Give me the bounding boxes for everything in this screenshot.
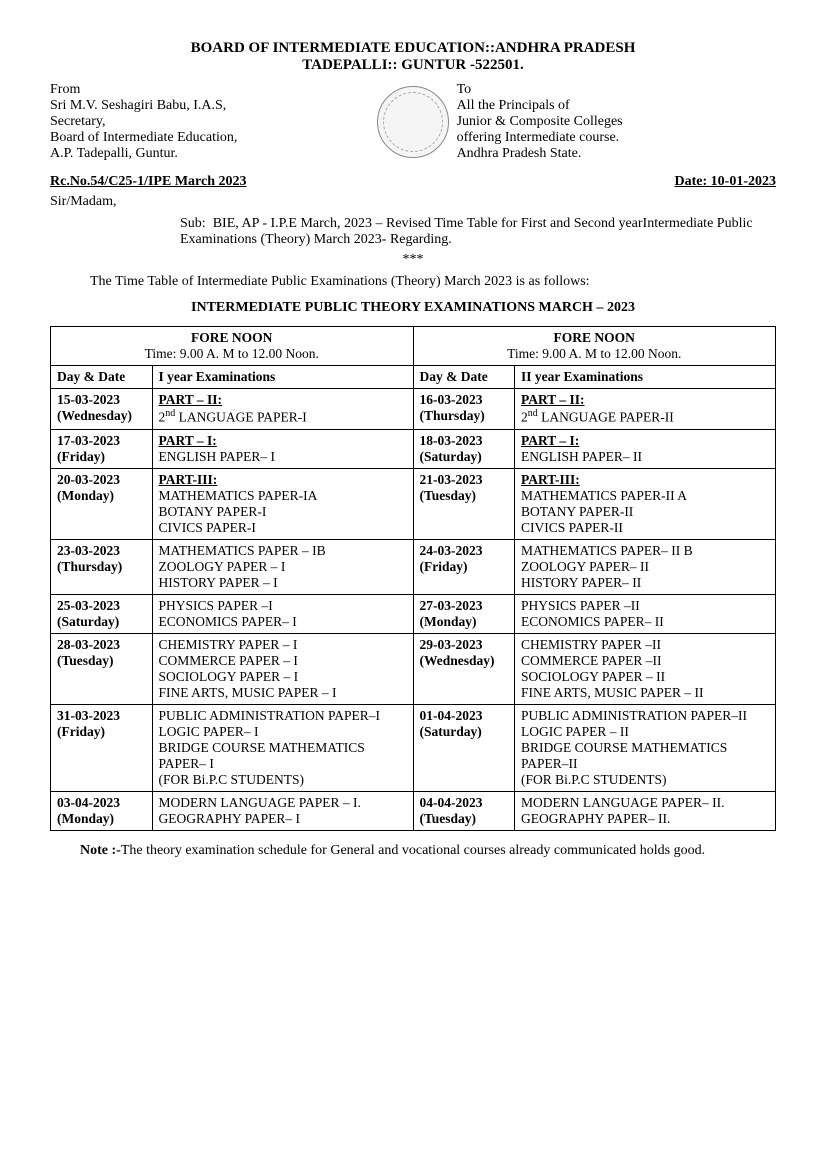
exam-cell-y2: MATHEMATICS PAPER– II BZOOLOGY PAPER– II… <box>515 539 776 594</box>
exam-cell-y2: CHEMISTRY PAPER –IICOMMERCE PAPER –IISOC… <box>515 633 776 704</box>
header-year1: I year Examinations <box>152 366 413 389</box>
date-cell-y2: 01-04-2023(Saturday) <box>413 704 515 791</box>
exam-cell-y2: PART – II:2nd LANGUAGE PAPER-II <box>515 389 776 430</box>
forenoon-label: FORE NOON <box>554 330 635 345</box>
date-cell-y1: 28-03-2023(Tuesday) <box>51 633 153 704</box>
exam-cell-y1: PUBLIC ADMINISTRATION PAPER–ILOGIC PAPER… <box>152 704 413 791</box>
header-daydate-2: Day & Date <box>413 366 515 389</box>
exam-cell-y1: PHYSICS PAPER –IECONOMICS PAPER– I <box>152 594 413 633</box>
date-label: Date: 10-01-2023 <box>675 174 776 190</box>
page-title-2: TADEPALLI:: GUNTUR -522501. <box>50 57 776 74</box>
to-line: Andhra Pradesh State. <box>457 146 776 162</box>
table-row: 17-03-2023(Friday)PART – I:ENGLISH PAPER… <box>51 429 776 468</box>
to-line: All the Principals of <box>457 98 776 114</box>
table-row: 23-03-2023(Thursday)MATHEMATICS PAPER – … <box>51 539 776 594</box>
table-row: 28-03-2023(Tuesday)CHEMISTRY PAPER – ICO… <box>51 633 776 704</box>
date-cell-y2: 24-03-2023(Friday) <box>413 539 515 594</box>
header-year2: II year Examinations <box>515 366 776 389</box>
subject-prefix: Sub: <box>180 216 206 231</box>
date-cell-y1: 20-03-2023(Monday) <box>51 468 153 539</box>
date-cell-y2: 29-03-2023(Wednesday) <box>413 633 515 704</box>
forenoon-time: Time: 9.00 A. M to 12.00 Noon. <box>507 346 681 361</box>
exam-cell-y1: CHEMISTRY PAPER – ICOMMERCE PAPER – ISOC… <box>152 633 413 704</box>
date-cell-y2: 18-03-2023(Saturday) <box>413 429 515 468</box>
note-block: Note :-The theory examination schedule f… <box>80 843 776 859</box>
table-title: INTERMEDIATE PUBLIC THEORY EXAMINATIONS … <box>50 300 776 316</box>
date-cell-y2: 16-03-2023(Thursday) <box>413 389 515 430</box>
from-line: Sri M.V. Seshagiri Babu, I.A.S, <box>50 98 369 114</box>
from-line: A.P. Tadepalli, Guntur. <box>50 146 369 162</box>
date-cell-y1: 17-03-2023(Friday) <box>51 429 153 468</box>
divider-stars: *** <box>50 252 776 268</box>
exam-cell-y2: MODERN LANGUAGE PAPER– II.GEOGRAPHY PAPE… <box>515 791 776 830</box>
date-cell-y1: 31-03-2023(Friday) <box>51 704 153 791</box>
from-line: Secretary, <box>50 114 369 130</box>
table-row: 03-04-2023(Monday)MODERN LANGUAGE PAPER … <box>51 791 776 830</box>
forenoon-header-2: FORE NOON Time: 9.00 A. M to 12.00 Noon. <box>413 327 776 366</box>
date-cell-y1: 15-03-2023(Wednesday) <box>51 389 153 430</box>
exam-timetable: FORE NOON Time: 9.00 A. M to 12.00 Noon.… <box>50 326 776 831</box>
exam-cell-y2: PART-III:MATHEMATICS PAPER-II ABOTANY PA… <box>515 468 776 539</box>
exam-cell-y1: PART – I:ENGLISH PAPER– I <box>152 429 413 468</box>
exam-cell-y1: MATHEMATICS PAPER – IBZOOLOGY PAPER – IH… <box>152 539 413 594</box>
note-text: The theory examination schedule for Gene… <box>121 843 705 858</box>
to-line: Junior & Composite Colleges <box>457 114 776 130</box>
exam-cell-y2: PHYSICS PAPER –IIECONOMICS PAPER– II <box>515 594 776 633</box>
to-label: To <box>457 82 776 98</box>
date-cell-y2: 21-03-2023(Tuesday) <box>413 468 515 539</box>
from-line: Board of Intermediate Education, <box>50 130 369 146</box>
date-cell-y1: 03-04-2023(Monday) <box>51 791 153 830</box>
table-row: 15-03-2023(Wednesday)PART – II:2nd LANGU… <box>51 389 776 430</box>
reference-number: Rc.No.54/C25-1/IPE March 2023 <box>50 174 247 190</box>
date-cell-y1: 23-03-2023(Thursday) <box>51 539 153 594</box>
exam-cell-y2: PUBLIC ADMINISTRATION PAPER–IILOGIC PAPE… <box>515 704 776 791</box>
from-block: From Sri M.V. Seshagiri Babu, I.A.S, Sec… <box>50 82 369 162</box>
salutation: Sir/Madam, <box>50 194 776 210</box>
table-row: 31-03-2023(Friday)PUBLIC ADMINISTRATION … <box>51 704 776 791</box>
page-title-1: BOARD OF INTERMEDIATE EDUCATION::ANDHRA … <box>50 40 776 57</box>
header-daydate-1: Day & Date <box>51 366 153 389</box>
forenoon-header-1: FORE NOON Time: 9.00 A. M to 12.00 Noon. <box>51 327 414 366</box>
date-cell-y1: 25-03-2023(Saturday) <box>51 594 153 633</box>
exam-cell-y1: PART – II:2nd LANGUAGE PAPER-I <box>152 389 413 430</box>
to-line: offering Intermediate course. <box>457 130 776 146</box>
exam-cell-y2: PART – I:ENGLISH PAPER– II <box>515 429 776 468</box>
exam-cell-y1: MODERN LANGUAGE PAPER – I.GEOGRAPHY PAPE… <box>152 791 413 830</box>
table-row: 20-03-2023(Monday)PART-III:MATHEMATICS P… <box>51 468 776 539</box>
intro-text: The Time Table of Intermediate Public Ex… <box>90 274 776 290</box>
forenoon-label: FORE NOON <box>191 330 272 345</box>
date-cell-y2: 04-04-2023(Tuesday) <box>413 791 515 830</box>
to-block: To All the Principals of Junior & Compos… <box>457 82 776 162</box>
table-row: 25-03-2023(Saturday)PHYSICS PAPER –IECON… <box>51 594 776 633</box>
note-label: Note :- <box>80 843 121 858</box>
subject-body: BIE, AP - I.P.E March, 2023 – Revised Ti… <box>180 216 753 247</box>
exam-cell-y1: PART-III:MATHEMATICS PAPER-IABOTANY PAPE… <box>152 468 413 539</box>
seal-icon <box>377 86 449 158</box>
date-cell-y2: 27-03-2023(Monday) <box>413 594 515 633</box>
from-label: From <box>50 82 369 98</box>
forenoon-time: Time: 9.00 A. M to 12.00 Noon. <box>145 346 319 361</box>
